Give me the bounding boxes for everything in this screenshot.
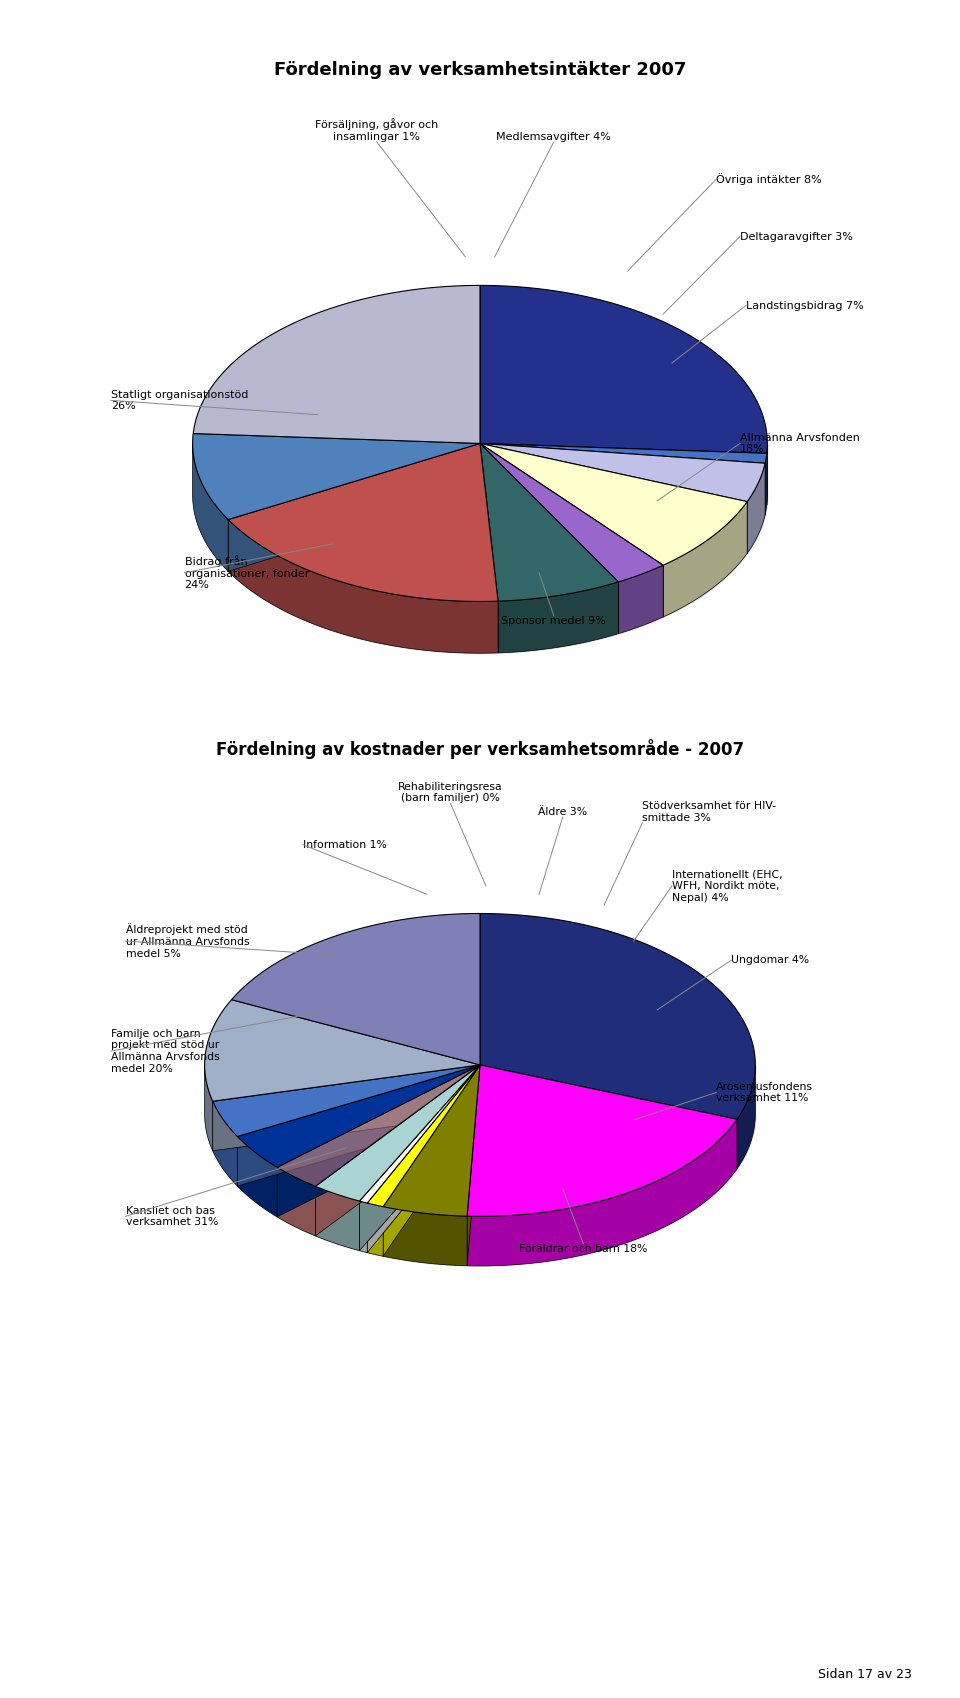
Polygon shape	[213, 1065, 480, 1151]
Polygon shape	[359, 1065, 480, 1251]
Polygon shape	[480, 1065, 737, 1168]
Polygon shape	[480, 443, 663, 616]
PathPatch shape	[213, 1065, 480, 1136]
Polygon shape	[468, 1119, 737, 1267]
Polygon shape	[737, 1066, 756, 1168]
PathPatch shape	[193, 433, 480, 520]
PathPatch shape	[277, 1065, 480, 1187]
Polygon shape	[316, 1187, 359, 1251]
Polygon shape	[368, 1065, 480, 1253]
Polygon shape	[316, 1065, 480, 1236]
Text: Stödverksamhet för HIV-
smittade 3%: Stödverksamhet för HIV- smittade 3%	[642, 801, 777, 822]
Polygon shape	[204, 1066, 213, 1151]
Polygon shape	[480, 443, 498, 654]
Polygon shape	[277, 1065, 480, 1217]
Polygon shape	[480, 443, 767, 504]
PathPatch shape	[480, 443, 765, 501]
Polygon shape	[383, 1065, 480, 1257]
Polygon shape	[237, 1136, 277, 1217]
Text: Rehabiliteringsresa
(barn familjer) 0%: Rehabiliteringsresa (barn familjer) 0%	[398, 781, 503, 803]
Polygon shape	[359, 1200, 368, 1253]
Text: Statligt organisationstöd
26%: Statligt organisationstöd 26%	[110, 389, 248, 411]
Polygon shape	[480, 443, 498, 654]
Text: Kansliet och bas
verksamhet 31%: Kansliet och bas verksamhet 31%	[126, 1206, 218, 1228]
Polygon shape	[228, 443, 480, 571]
Text: Äldreprojekt med stöd
ur Allmänna Arvsfonds
medel 5%: Äldreprojekt med stöd ur Allmänna Arvsfo…	[126, 924, 250, 959]
Polygon shape	[368, 1065, 480, 1253]
PathPatch shape	[480, 285, 767, 453]
Polygon shape	[277, 1167, 316, 1236]
Polygon shape	[468, 1065, 480, 1265]
Polygon shape	[277, 1065, 480, 1217]
Text: Internationellt (EHC,
WFH, Nordikt möte,
Nepal) 4%: Internationellt (EHC, WFH, Nordikt möte,…	[672, 869, 782, 903]
PathPatch shape	[480, 443, 767, 464]
PathPatch shape	[228, 443, 498, 601]
Polygon shape	[228, 520, 498, 654]
PathPatch shape	[480, 443, 618, 601]
PathPatch shape	[231, 914, 480, 1065]
Polygon shape	[480, 443, 765, 514]
Text: Deltagaravgifter 3%: Deltagaravgifter 3%	[740, 231, 852, 241]
Polygon shape	[359, 1065, 480, 1251]
Text: Familje och barn
projekt med stöd ur
Allmänna Arvsfonds
medel 20%: Familje och barn projekt med stöd ur All…	[110, 1029, 220, 1073]
Polygon shape	[480, 443, 765, 514]
Polygon shape	[237, 1065, 480, 1187]
Text: Försäljning, gåvor och
insamlingar 1%: Försäljning, gåvor och insamlingar 1%	[315, 119, 439, 141]
Text: Aroseniusfondens
verksamhet 11%: Aroseniusfondens verksamhet 11%	[716, 1082, 813, 1104]
Polygon shape	[480, 1065, 737, 1168]
Polygon shape	[480, 443, 767, 504]
Text: Information 1%: Information 1%	[302, 839, 387, 849]
Text: Fördelning av kostnader per verksamhetsområde - 2007: Fördelning av kostnader per verksamhetso…	[216, 739, 744, 759]
Polygon shape	[368, 1204, 383, 1257]
PathPatch shape	[193, 285, 480, 443]
Polygon shape	[480, 443, 747, 554]
Polygon shape	[480, 443, 663, 616]
Polygon shape	[316, 1065, 480, 1236]
Text: Allmänna Arvsfonden
18%: Allmänna Arvsfonden 18%	[740, 433, 860, 455]
Polygon shape	[480, 443, 618, 633]
Text: Övriga intäkter 8%: Övriga intäkter 8%	[716, 173, 822, 185]
Text: Medlemsavgifter 4%: Medlemsavgifter 4%	[496, 132, 612, 141]
Polygon shape	[213, 1102, 237, 1187]
PathPatch shape	[383, 1065, 480, 1216]
PathPatch shape	[368, 1065, 480, 1207]
PathPatch shape	[316, 1065, 480, 1200]
Polygon shape	[480, 443, 747, 554]
Text: Föräldrar och barn 18%: Föräldrar och barn 18%	[519, 1245, 648, 1253]
Polygon shape	[747, 464, 765, 554]
Polygon shape	[480, 443, 618, 633]
Polygon shape	[468, 1065, 480, 1265]
Polygon shape	[237, 1065, 480, 1187]
Text: Sponsor medel 9%: Sponsor medel 9%	[501, 616, 606, 627]
PathPatch shape	[480, 914, 756, 1119]
Text: Äldre 3%: Äldre 3%	[539, 807, 588, 817]
PathPatch shape	[468, 1065, 737, 1216]
Polygon shape	[383, 1207, 468, 1265]
PathPatch shape	[204, 1000, 480, 1102]
Polygon shape	[618, 565, 663, 633]
Polygon shape	[498, 582, 618, 654]
PathPatch shape	[480, 443, 663, 582]
PathPatch shape	[480, 443, 747, 565]
Polygon shape	[663, 501, 747, 616]
Polygon shape	[765, 453, 767, 514]
Polygon shape	[213, 1065, 480, 1151]
PathPatch shape	[359, 1065, 480, 1204]
Text: Landstingsbidrag 7%: Landstingsbidrag 7%	[746, 301, 864, 311]
Text: Bidrag från
organisationer, fonder
24%: Bidrag från organisationer, fonder 24%	[184, 555, 309, 591]
Polygon shape	[383, 1065, 480, 1257]
Polygon shape	[228, 443, 480, 571]
Polygon shape	[193, 445, 228, 571]
Text: Sidan 17 av 23: Sidan 17 av 23	[818, 1667, 912, 1681]
Text: Ungdomar 4%: Ungdomar 4%	[732, 956, 809, 964]
PathPatch shape	[237, 1065, 480, 1167]
Text: Fördelning av verksamhetsintäkter 2007: Fördelning av verksamhetsintäkter 2007	[274, 61, 686, 80]
